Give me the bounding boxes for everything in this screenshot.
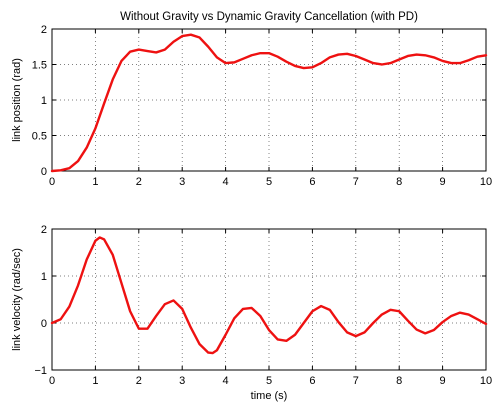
chart-1-x-tick-label: 1 bbox=[92, 176, 98, 188]
chart-2-x-tick-label: 4 bbox=[223, 375, 229, 387]
chart-2-x-tick-label: 0 bbox=[49, 375, 55, 387]
chart-1-y-tick-label: 0 bbox=[41, 166, 47, 178]
chart-2-y-tick-label: −1 bbox=[34, 365, 47, 377]
chart-1-x-tick-label: 10 bbox=[480, 176, 492, 188]
chart-1-x-tick-label: 2 bbox=[136, 176, 142, 188]
chart-2-x-tick-label: 6 bbox=[309, 375, 315, 387]
chart-1-y-tick-label: 0.5 bbox=[32, 131, 47, 143]
chart-1-x-tick-label: 6 bbox=[309, 176, 315, 188]
chart-2-x-tick-label: 2 bbox=[136, 375, 142, 387]
chart-2-x-tick-label: 1 bbox=[92, 375, 98, 387]
chart-2-x-axis-label: time (s) bbox=[251, 390, 288, 402]
chart-1-x-tick-label: 4 bbox=[223, 176, 229, 188]
chart-2-x-tick-label: 3 bbox=[179, 375, 185, 387]
chart-2-y-tick-label: 0 bbox=[41, 318, 47, 330]
chart-1-x-tick-label: 7 bbox=[353, 176, 359, 188]
chart-2-x-tick-label: 7 bbox=[353, 375, 359, 387]
chart-2-x-tick-label: 5 bbox=[266, 375, 272, 387]
chart-1-axes-frame bbox=[51, 28, 487, 172]
chart-1-y-tick-label: 1 bbox=[41, 95, 47, 107]
chart-1-title: Without Gravity vs Dynamic Gravity Cance… bbox=[120, 11, 418, 23]
chart-2-y-tick-label: 2 bbox=[41, 224, 47, 236]
chart-1-x-tick-label: 8 bbox=[396, 176, 402, 188]
chart-1-y-tick-label: 1.5 bbox=[32, 60, 47, 72]
chart-1-series-line bbox=[50, 33, 488, 173]
chart-2-x-tick-label: 8 bbox=[396, 375, 402, 387]
chart-2-axes-frame bbox=[51, 228, 487, 371]
chart-2-x-tick-label: 9 bbox=[440, 375, 446, 387]
chart-1-x-tick-label: 5 bbox=[266, 176, 272, 188]
chart-1-x-tick-label: 0 bbox=[49, 176, 55, 188]
chart-1-y-axis-label: link position (rad) bbox=[11, 58, 23, 142]
chart-1-x-tick-label: 9 bbox=[440, 176, 446, 188]
chart-1-y-tick-label: 2 bbox=[41, 24, 47, 36]
chart-2-x-tick-label: 10 bbox=[480, 375, 492, 387]
chart-2-y-axis-label: link velocity (rad/sec) bbox=[11, 248, 23, 351]
chart-2-series-line bbox=[50, 236, 488, 355]
chart-1-x-tick-label: 3 bbox=[179, 176, 185, 188]
chart-2-y-tick-label: 1 bbox=[41, 271, 47, 283]
